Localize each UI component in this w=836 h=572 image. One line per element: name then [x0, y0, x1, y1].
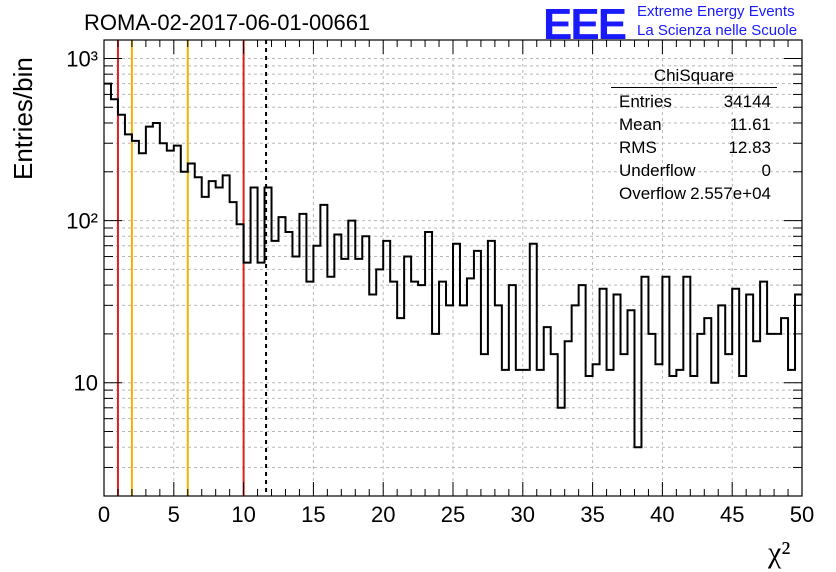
stats-value: 2.557e+04: [690, 184, 771, 203]
x-tick-label: 5: [168, 502, 180, 527]
x-axis-label: χ²: [768, 536, 791, 569]
logo-tagline-1: Extreme Energy Events: [637, 3, 795, 20]
stats-value: 34144: [723, 92, 771, 111]
x-tick-label: 35: [580, 502, 604, 527]
x-tick-label: 10: [231, 502, 255, 527]
x-tick-label: 15: [301, 502, 325, 527]
stats-key: Entries: [619, 92, 672, 111]
x-tick-label: 20: [371, 502, 395, 527]
x-tick-label: 40: [650, 502, 674, 527]
stats-title: ChiSquare: [611, 66, 777, 88]
chart-title: ROMA-02-2017-06-01-00661: [84, 10, 371, 35]
stats-value: 11.61: [729, 115, 771, 134]
x-tick-label: 25: [441, 502, 465, 527]
stats-box: ChiSquare Entries 34144 Mean 11.61 RMS 12.8…: [611, 66, 777, 205]
logo-tagline-2: La Scienza nelle Scuole: [637, 22, 798, 39]
stats-key: Underflow: [619, 161, 696, 180]
eee-logo: EEE: [543, 0, 627, 49]
stats-row: Mean 11.61: [611, 113, 777, 136]
stats-row: Overflow 2.557e+04: [611, 182, 777, 205]
stats-row: RMS 12.83: [611, 136, 777, 159]
y-tick-label: 10²: [66, 209, 98, 234]
x-tick-label: 0: [98, 502, 110, 527]
stats-key: Mean: [619, 115, 662, 134]
stats-key: RMS: [619, 138, 657, 157]
y-axis-label: Entries/bin: [8, 57, 38, 180]
stats-row: Underflow 0: [611, 159, 777, 182]
y-tick-label: 10: [74, 371, 98, 396]
x-tick-label: 30: [511, 502, 535, 527]
stats-value: 12.83: [728, 138, 771, 157]
histogram-series: [104, 82, 802, 449]
x-tick-label: 50: [790, 502, 814, 527]
stats-value: 0: [761, 161, 771, 180]
stats-key: Overflow: [619, 184, 687, 203]
y-tick-label: 10³: [66, 46, 98, 71]
x-tick-label: 45: [720, 502, 744, 527]
stats-row: Entries 34144: [611, 90, 777, 113]
